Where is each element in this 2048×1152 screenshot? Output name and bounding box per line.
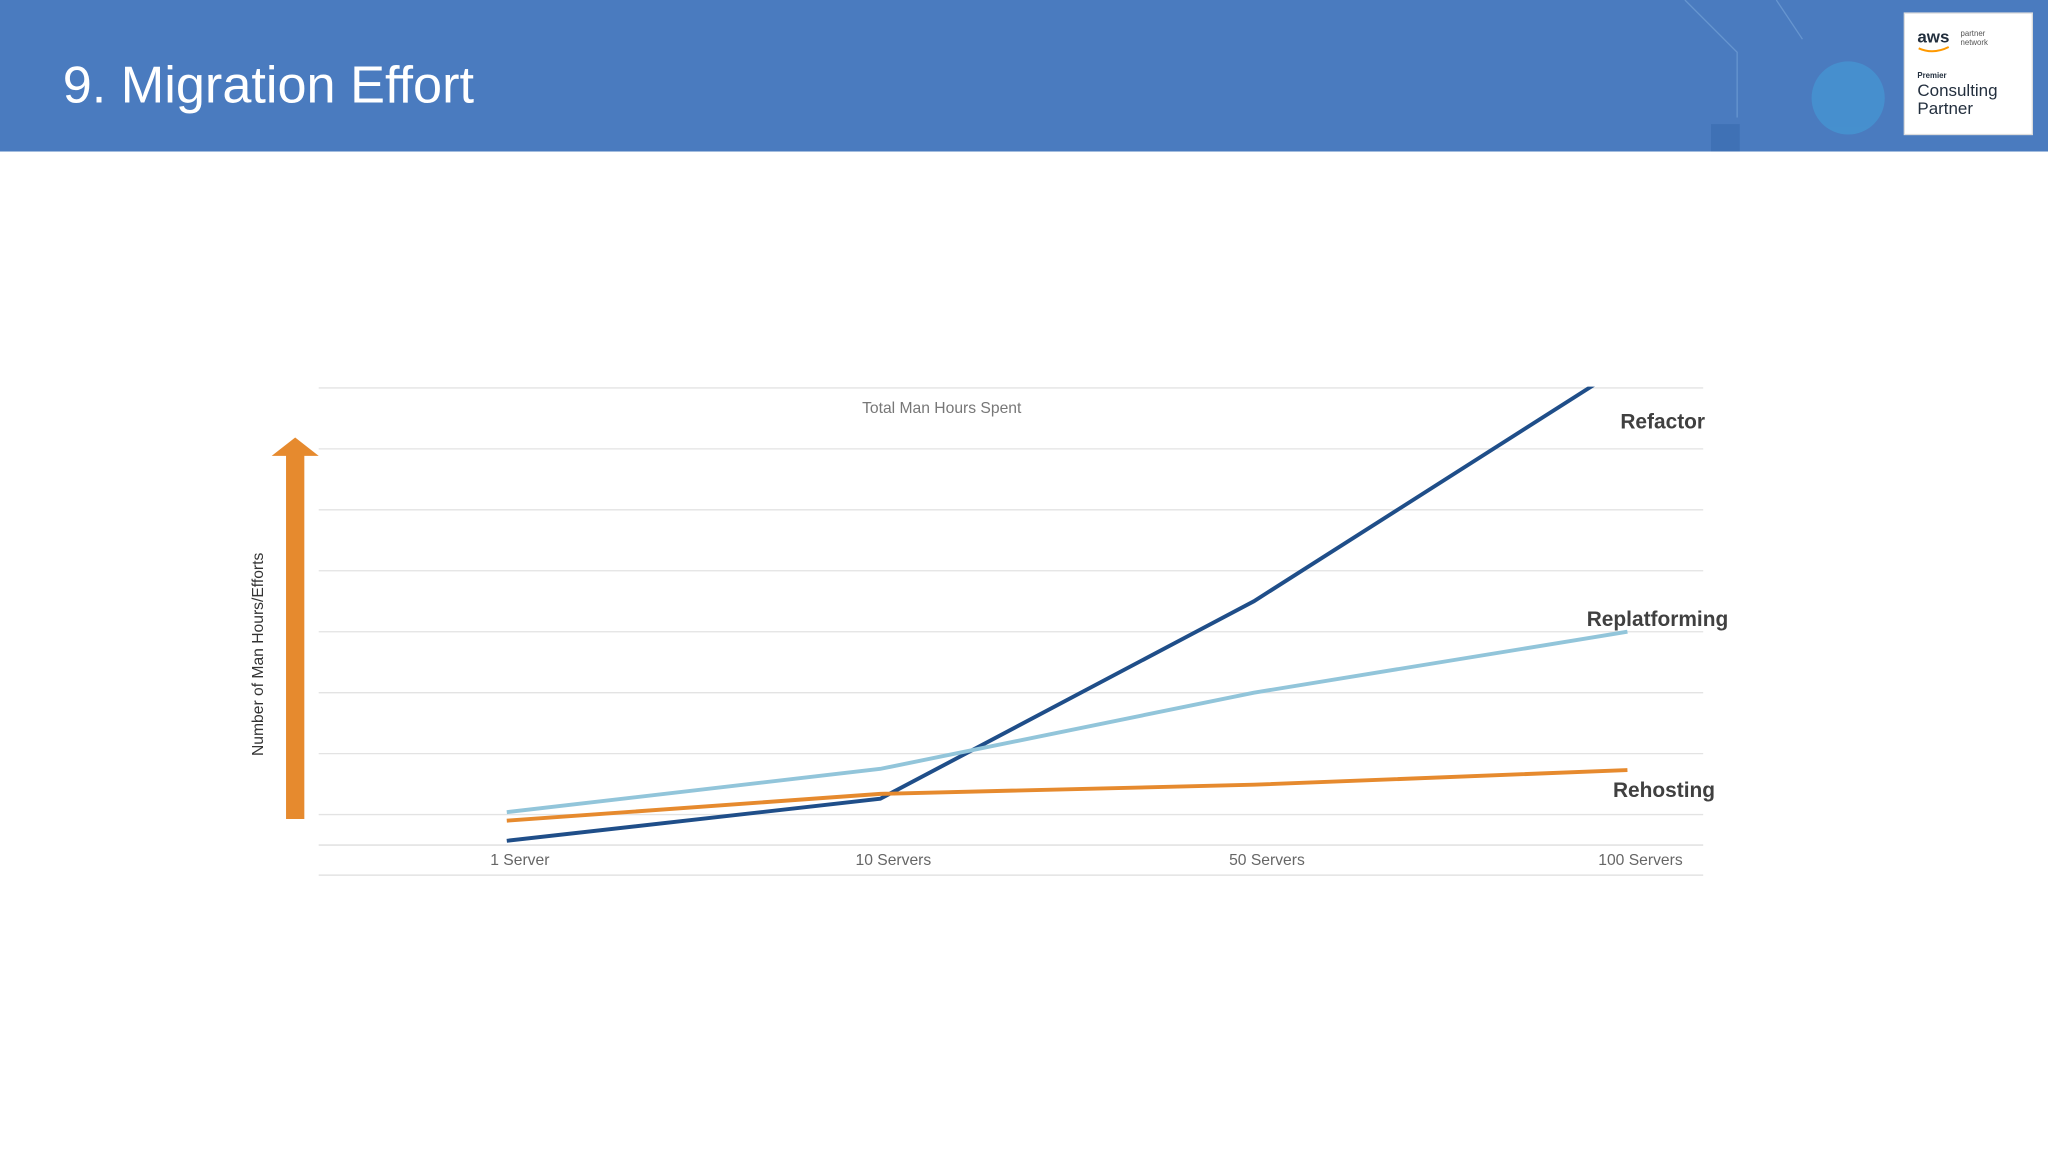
plot-area [506,386,1628,843]
effort-arrow [271,437,319,819]
x-tick-label: 10 Servers [856,852,932,869]
series-line [506,768,1628,823]
badge-smile [1918,46,1950,53]
header-band [0,0,2048,152]
badge-text: Partner [1917,99,1973,118]
badge-logo: aws [1917,27,1949,46]
x-tick-label: 100 Servers [1598,852,1683,869]
x-tick-label: 50 Servers [1229,852,1305,869]
badge-network: network [1960,38,1987,47]
header-decoration [1684,0,1885,152]
x-tick-label: 1 Server [490,852,549,869]
chart-title: Total Man Hours Spent [862,400,1022,417]
badge-text: Consulting [1917,81,1997,100]
series-line [506,629,1628,815]
series-line [506,386,1595,843]
series-label: Refactor [1620,411,1705,434]
badge-tier: Premier [1917,71,1946,80]
y-axis-label: Number of Man Hours/Efforts [250,553,267,756]
series-label: Rehosting [1613,779,1715,802]
partner-badge [1903,12,2033,136]
slide-title: 9. Migration Effort [63,57,475,115]
badge-network: partner [1960,29,1985,38]
series-label: Replatforming [1587,608,1729,631]
